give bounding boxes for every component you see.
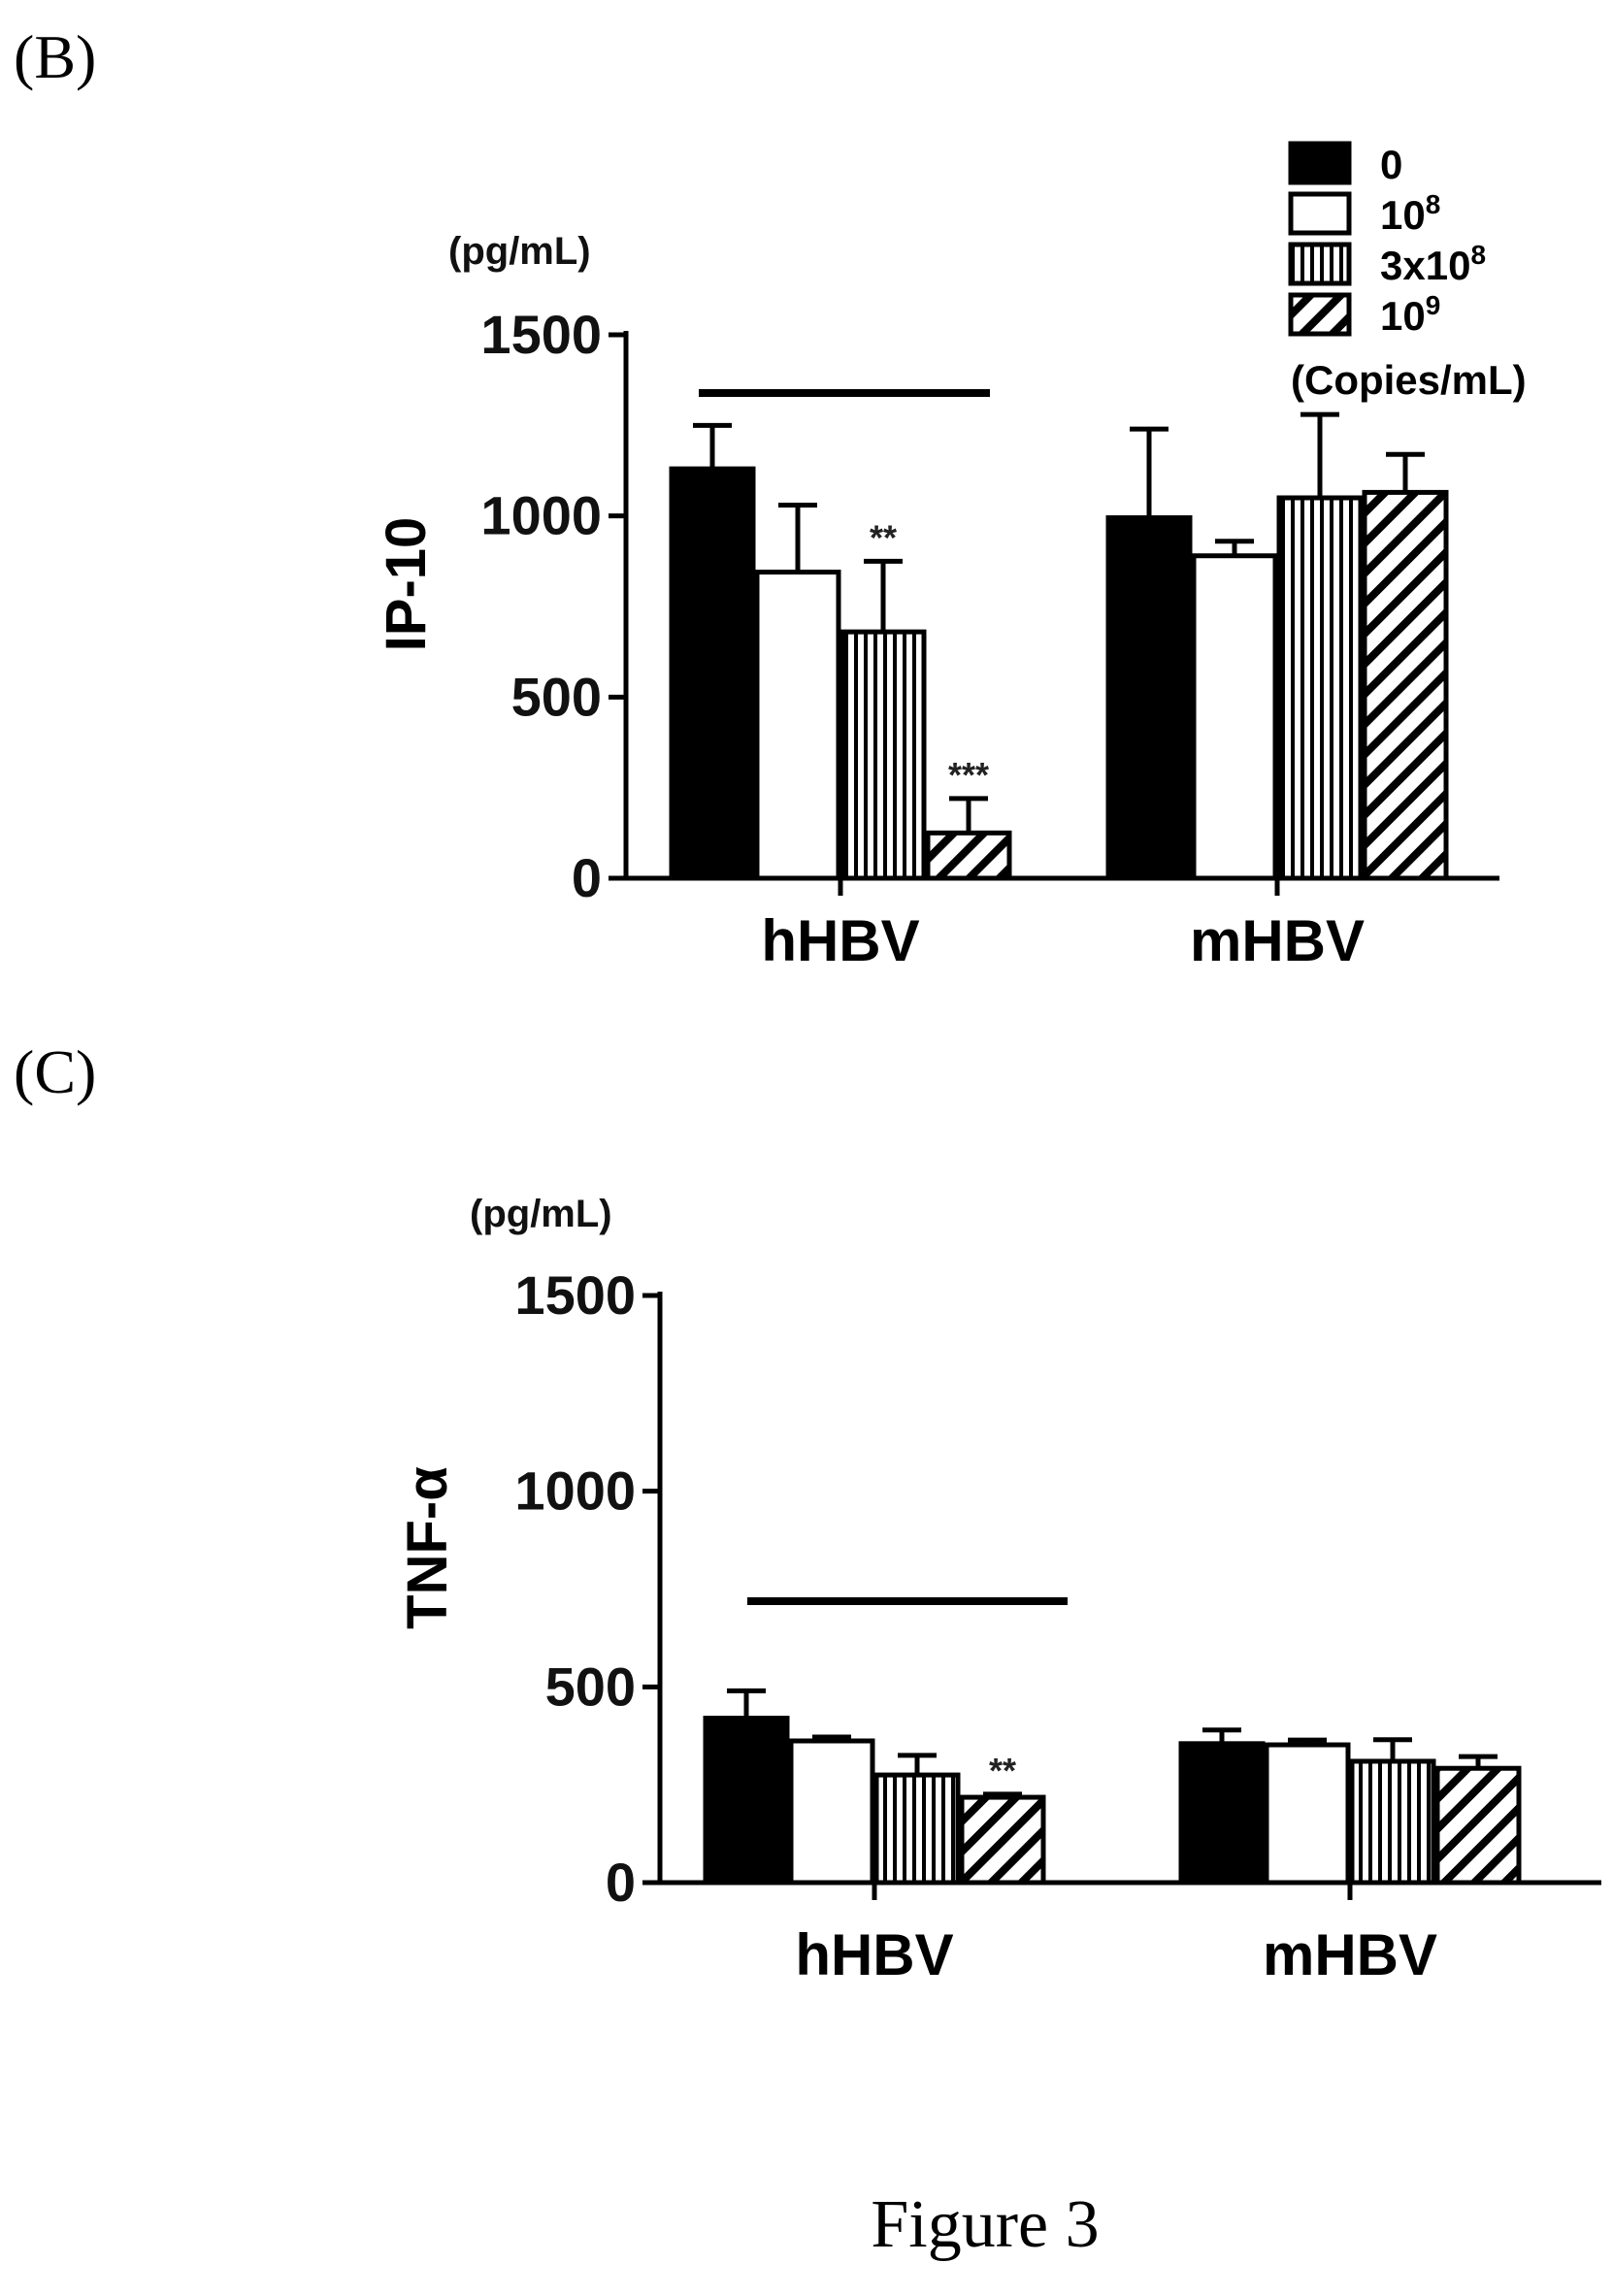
y-tick-label: 1500: [480, 304, 602, 365]
bar: [703, 1716, 790, 1886]
legend-label: 0: [1380, 142, 1402, 187]
x-category-label: hHBV: [795, 1922, 953, 1987]
y-tick-label: 500: [545, 1656, 636, 1717]
bar: [925, 830, 1012, 881]
y-tick-label: 0: [572, 847, 602, 908]
bar: [1191, 553, 1278, 881]
y-tick-label: 500: [511, 666, 602, 727]
bar: [669, 466, 756, 881]
bar: [1434, 1765, 1522, 1886]
x-category-label: mHBV: [1263, 1922, 1437, 1987]
x-category-label: mHBV: [1190, 908, 1365, 973]
bar: [1264, 1742, 1351, 1886]
chart-b-unit: (pg/mL): [448, 230, 591, 273]
legend-label: 3x108: [1380, 240, 1486, 288]
chart-c-plot: 0 500 1000 1500 hHBV mHBV **: [514, 1264, 1601, 1987]
y-tick-label: 0: [606, 1852, 636, 1913]
figure-caption: Figure 3: [871, 2187, 1099, 2262]
bar: [873, 1772, 961, 1886]
bar: [1362, 489, 1449, 881]
legend-title: (Copies/mL): [1291, 357, 1527, 403]
panel-label-c: (C): [14, 1037, 96, 1106]
legend-swatch: [1288, 292, 1352, 337]
y-tick-label: 1000: [514, 1460, 636, 1522]
legend-swatch: [1288, 141, 1352, 185]
bar: [839, 629, 927, 881]
legend-swatch: [1288, 242, 1352, 286]
chart-c-unit: (pg/mL): [470, 1193, 612, 1235]
bar: [1178, 1741, 1266, 1886]
significance-label: ***: [948, 755, 989, 795]
chart-c-group: (pg/mL) TNF-α 0 500 1000 1500 hHBV mHBV **: [396, 1193, 1601, 1987]
bar: [1105, 515, 1193, 881]
chart-b-ylabel: IP-10: [375, 517, 438, 652]
significance-label: **: [870, 517, 897, 557]
legend-swatch: [1288, 191, 1352, 236]
legend-exponent: 8: [1470, 240, 1486, 270]
chart-c-ylabel: TNF-α: [396, 1466, 459, 1629]
significance-label: **: [989, 1751, 1016, 1790]
bar: [1349, 1758, 1436, 1886]
bar: [1276, 495, 1364, 881]
panel-label-b: (B): [14, 22, 96, 91]
bar: [754, 570, 841, 881]
legend-exponent: 8: [1426, 189, 1441, 219]
y-tick-label: 1500: [514, 1264, 636, 1326]
bar: [959, 1794, 1046, 1886]
bar: [788, 1738, 875, 1886]
y-tick-label: 1000: [480, 485, 602, 546]
legend-label: 108: [1380, 189, 1440, 238]
x-category-label: hHBV: [761, 908, 919, 973]
legend-label: 109: [1380, 290, 1440, 339]
legend-exponent: 9: [1426, 290, 1441, 320]
